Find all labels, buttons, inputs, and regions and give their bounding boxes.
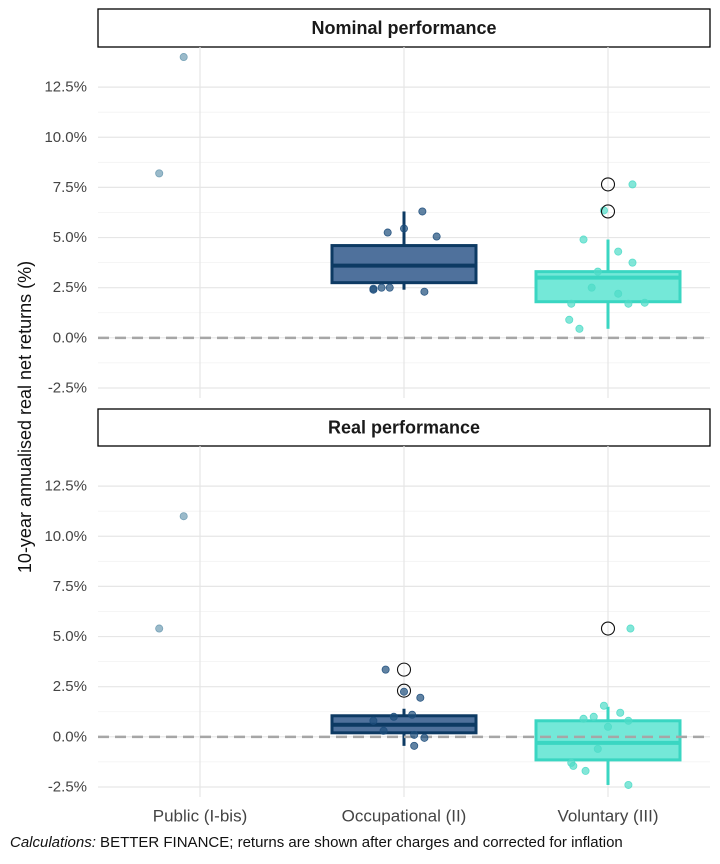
data-point: [432, 232, 441, 241]
data-point: [420, 733, 429, 742]
data-point: [587, 283, 596, 292]
box-body: [534, 719, 682, 762]
data-point: [179, 53, 188, 62]
outlier-point: [396, 683, 412, 698]
data-point: [624, 780, 633, 789]
y-tick-label: 12.5%: [44, 79, 87, 96]
data-point: [604, 722, 613, 731]
outlier-point: [600, 204, 616, 219]
data-point: [410, 741, 419, 750]
panel-1: Nominal performance -2.5% 0.0% 2.5% 5.0% 7.5%…: [44, 8, 711, 398]
data-point: [410, 730, 419, 739]
data-point: [565, 315, 574, 324]
data-point: [640, 298, 649, 307]
data-point: [155, 624, 164, 633]
data-point: [408, 710, 417, 719]
data-point: [616, 708, 625, 717]
data-point: [179, 512, 188, 521]
panel-title: Real performance: [328, 418, 480, 438]
data-point: [383, 228, 392, 237]
y-tick-label: 5.0%: [53, 229, 87, 246]
data-point: [389, 712, 398, 721]
data-point: [567, 299, 576, 308]
data-point: [379, 726, 388, 735]
data-point: [579, 235, 588, 244]
data-point: [624, 299, 633, 308]
data-point: [614, 247, 623, 256]
box-voluntary: [534, 706, 682, 785]
outlier-point: [600, 177, 616, 192]
caption-prefix: Calculations:: [10, 834, 96, 851]
y-tick-label: 0.0%: [53, 728, 87, 745]
data-point: [589, 712, 598, 721]
data-point: [614, 289, 623, 298]
panel-strip: [97, 408, 711, 447]
box-voluntary: [534, 239, 682, 329]
x-tick-label: Voluntary (III): [557, 807, 658, 826]
data-point: [599, 701, 608, 710]
data-point: [575, 324, 584, 333]
box-occupational: [330, 211, 478, 290]
panel-strip: [97, 8, 711, 48]
y-tick-label: 12.5%: [44, 478, 87, 495]
y-tick-label: 10.0%: [44, 528, 87, 545]
y-tick-label: -2.5%: [48, 379, 87, 396]
data-point: [399, 224, 408, 233]
outlier-point: [600, 621, 616, 636]
data-point: [624, 716, 633, 725]
y-tick-label: 0.0%: [53, 329, 87, 346]
data-point: [628, 180, 637, 189]
outlier-point: [396, 662, 412, 677]
data-point: [399, 687, 408, 696]
panel-title: Nominal performance: [311, 18, 496, 38]
data-point: [593, 744, 602, 753]
data-point: [569, 761, 578, 770]
caption: Calculations: BETTER FINANCE; returns ar…: [10, 834, 623, 851]
data-point: [369, 716, 378, 725]
data-point: [628, 258, 637, 267]
y-tick-label: 2.5%: [53, 279, 87, 296]
y-tick-label: 7.5%: [53, 179, 87, 196]
data-point: [385, 283, 394, 292]
data-point: [579, 714, 588, 723]
data-point: [369, 285, 378, 294]
data-point: [626, 624, 635, 633]
data-point: [155, 169, 164, 178]
data-point: [581, 766, 590, 775]
x-tick-label: Public (I-bis): [153, 807, 247, 826]
data-point: [418, 207, 427, 216]
data-point: [420, 287, 429, 296]
data-point: [416, 693, 425, 702]
data-point: [593, 267, 602, 276]
y-axis-title: 10-year annualised real net returns (%): [15, 261, 35, 573]
y-tick-label: 7.5%: [53, 578, 87, 595]
data-point: [377, 283, 386, 292]
y-tick-label: 2.5%: [53, 678, 87, 695]
caption-text: BETTER FINANCE; returns are shown after …: [95, 834, 623, 851]
y-tick-label: -2.5%: [48, 778, 87, 795]
y-tick-label: 10.0%: [44, 129, 87, 146]
panel-2: Real performance -2.5% 0.0% 2.5% 5.0% 7.5% 10.…: [44, 408, 711, 797]
data-point: [381, 665, 390, 674]
y-tick-label: 5.0%: [53, 628, 87, 645]
box-occupational: [330, 708, 478, 746]
x-tick-label: Occupational (II): [342, 807, 467, 826]
